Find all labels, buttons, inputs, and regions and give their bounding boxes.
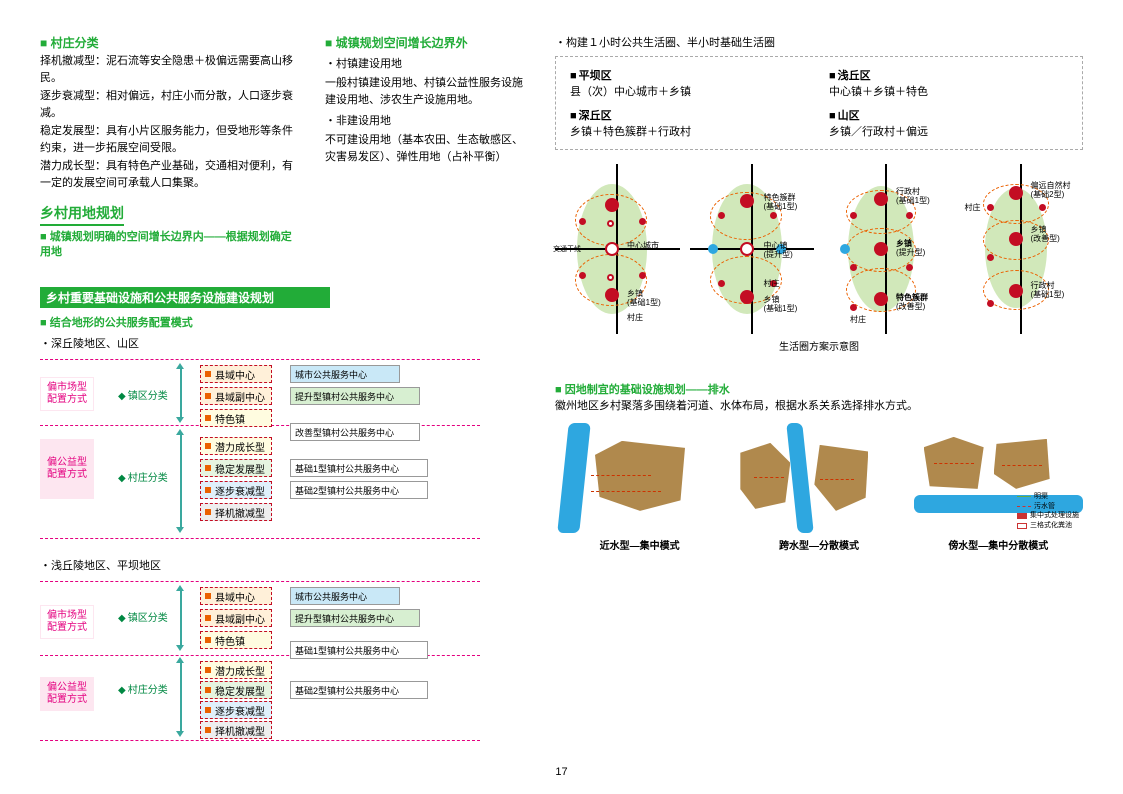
flow-diagram-1: 偏市场型配置方式 偏公益型配置方式 镇区分类 村庄分类 县域中心 县域副中心 特… xyxy=(40,359,480,539)
lvl2-county-center: 县域中心 xyxy=(200,587,272,605)
life-circle-grid: 平坝区 县（次）中心城市＋乡镇 浅丘区 中心镇＋乡镇＋特色 深丘区 乡镇＋特色簇… xyxy=(555,56,1083,150)
drainage-diagrams: 近水型—集中模式 跨水型—分散模式 xyxy=(555,423,1083,552)
heading-outside-boundary: 城镇规划空间增长边界外 xyxy=(325,34,525,51)
left-column: 村庄分类 择机撤减型：泥石流等安全隐患＋极偏远需要高山移民。 逐步衰减型：相对偏… xyxy=(40,30,295,751)
pink-market-box: 偏市场型配置方式 xyxy=(40,377,94,411)
pink-market-box-2: 偏市场型配置方式 xyxy=(40,605,94,639)
drain-diagram-b xyxy=(734,423,903,533)
para-type4: 潜力成长型：具有特色产业基础，交通相对便利，有一定的发展空间可承载人口集聚。 xyxy=(40,158,295,191)
subheading-drainage: 因地制宜的基础设施规划——排水 xyxy=(555,383,1083,398)
para-type3: 稳定发展型：具有小片区服务能力，但受地形等条件约束，进一步拓展空间受限。 xyxy=(40,123,295,156)
subheading-config-mode: 结合地形的公共服务配置模式 xyxy=(40,316,295,331)
cat-village: 村庄分类 xyxy=(118,469,168,484)
lvl-county-center: 县域中心 xyxy=(200,365,272,383)
drain-cell-b: 跨水型—分散模式 xyxy=(734,423,903,552)
bullet-nonconstruction: 非建设用地 xyxy=(325,112,525,128)
lc-diagram-1: 中心城市 乡镇(基础1型) 村庄 交通干线 xyxy=(555,164,680,334)
bar-infrastructure-plan: 乡村重要基础设施和公共服务设施建设规划 xyxy=(40,287,330,308)
svc-base1: 基础1型镇村公共服务中心 xyxy=(290,459,428,477)
lvl-feature-town: 特色镇 xyxy=(200,409,272,427)
drain-cell-c: 明渠 污水管 集中式处理设施 三格式化粪池 傍水型—集中分散模式 xyxy=(914,423,1083,552)
svc-upgrade: 提升型镇村公共服务中心 xyxy=(290,387,420,405)
bullet-life-circle: 构建１小时公共生活圈、半小时基础生活圈 xyxy=(555,34,1083,50)
bullet-deep-hill: 深丘陵地区、山区 xyxy=(40,335,295,351)
heading-village-classification: 村庄分类 xyxy=(40,34,295,51)
section-rural-land-plan: 乡村用地规划 xyxy=(40,203,124,226)
pink-public-box-2: 偏公益型配置方式 xyxy=(40,677,94,711)
para-type1: 择机撤减型：泥石流等安全隐患＋极偏远需要高山移民。 xyxy=(40,53,295,86)
life-cell-d: 山区 乡镇／行政村＋偏远 xyxy=(829,107,1068,139)
svc2-base2: 基础2型镇村公共服务中心 xyxy=(290,681,428,699)
lvl2-potential: 潜力成长型 xyxy=(200,661,272,679)
bullet-shallow-hill: 浅丘陵地区、平坝地区 xyxy=(40,557,295,573)
life-cell-b: 浅丘区 中心镇＋乡镇＋特色 xyxy=(829,67,1068,99)
svc2-city: 城市公共服务中心 xyxy=(290,587,400,605)
svc-base2: 基础2型镇村公共服务中心 xyxy=(290,481,428,499)
page-number: 17 xyxy=(555,766,567,778)
svc2-upgrade: 提升型镇村公共服务中心 xyxy=(290,609,420,627)
lc-diagram-4: 偏远自然村(基础2型) 乡镇(改善型) 行政村(基础1型) 村庄 xyxy=(959,164,1084,334)
lvl-remove: 择机撤减型 xyxy=(200,503,272,521)
svc-city: 城市公共服务中心 xyxy=(290,365,400,383)
para-type2: 逐步衰减型：相对偏远，村庄小而分散，人口逐步衰减。 xyxy=(40,88,295,121)
life-cell-a: 平坝区 县（次）中心城市＋乡镇 xyxy=(570,67,809,99)
drain-diagram-a xyxy=(555,423,724,533)
svc-improve: 改善型镇村公共服务中心 xyxy=(290,423,420,441)
cat-town: 镇区分类 xyxy=(118,387,168,402)
bullet-construction-land: 村镇建设用地 xyxy=(325,55,525,71)
lvl2-stable: 稳定发展型 xyxy=(200,681,272,699)
lvl2-remove: 择机撤减型 xyxy=(200,721,272,739)
lvl2-county-sub: 县域副中心 xyxy=(200,609,272,627)
right-column: 构建１小时公共生活圈、半小时基础生活圈 平坝区 县（次）中心城市＋乡镇 浅丘区 … xyxy=(555,30,1083,751)
lvl-stable: 稳定发展型 xyxy=(200,459,272,477)
svc2-base1: 基础1型镇村公共服务中心 xyxy=(290,641,428,659)
lvl-potential: 潜力成长型 xyxy=(200,437,272,455)
lvl-decline: 逐步衰减型 xyxy=(200,481,272,499)
cat-village-2: 村庄分类 xyxy=(118,681,168,696)
drain-diagram-c: 明渠 污水管 集中式处理设施 三格式化粪池 xyxy=(914,423,1083,533)
para-nonconstruction: 不可建设用地（基本农田、生态敏感区、灾害易发区）、弹性用地（占补平衡） xyxy=(325,132,525,165)
lvl2-decline: 逐步衰减型 xyxy=(200,701,272,719)
cat-town-2: 镇区分类 xyxy=(118,609,168,624)
life-cell-c: 深丘区 乡镇＋特色簇群＋行政村 xyxy=(570,107,809,139)
page-root: 村庄分类 择机撤减型：泥石流等安全隐患＋极偏远需要高山移民。 逐步衰减型：相对偏… xyxy=(40,30,1083,751)
para-construction-land: 一般村镇建设用地、村镇公益性服务设施建设用地、涉农生产设施用地。 xyxy=(325,75,525,108)
para-drainage: 徽州地区乡村聚落多围绕着河道、水体布局，根据水系关系选择排水方式。 xyxy=(555,398,1083,415)
lc-diagram-2: 特色簇群(基础1型) 中心镇(提升型) 村庄 乡镇(基础1型) xyxy=(690,164,815,334)
pink-public-box: 偏公益型配置方式 xyxy=(40,439,94,499)
lc-caption: 生活圈方案示意图 xyxy=(555,338,1083,353)
flow-diagram-2: 偏市场型配置方式 偏公益型配置方式 镇区分类 村庄分类 县域中心 县域副中心 特… xyxy=(40,581,480,741)
life-circle-diagrams: 中心城市 乡镇(基础1型) 村庄 交通干线 xyxy=(555,164,1083,334)
lvl-county-sub: 县域副中心 xyxy=(200,387,272,405)
drain-legend: 明渠 污水管 集中式处理设施 三格式化粪池 xyxy=(1017,492,1079,531)
drain-cell-a: 近水型—集中模式 xyxy=(555,423,724,552)
subheading-boundary-inside: 城镇规划明确的空间增长边界内——根据规划确定用地 xyxy=(40,230,295,261)
lvl2-feature-town: 特色镇 xyxy=(200,631,272,649)
lc-diagram-3: 行政村(基础1型) 乡镇(提升型) 特色簇群(改善型) 村庄 xyxy=(824,164,949,334)
